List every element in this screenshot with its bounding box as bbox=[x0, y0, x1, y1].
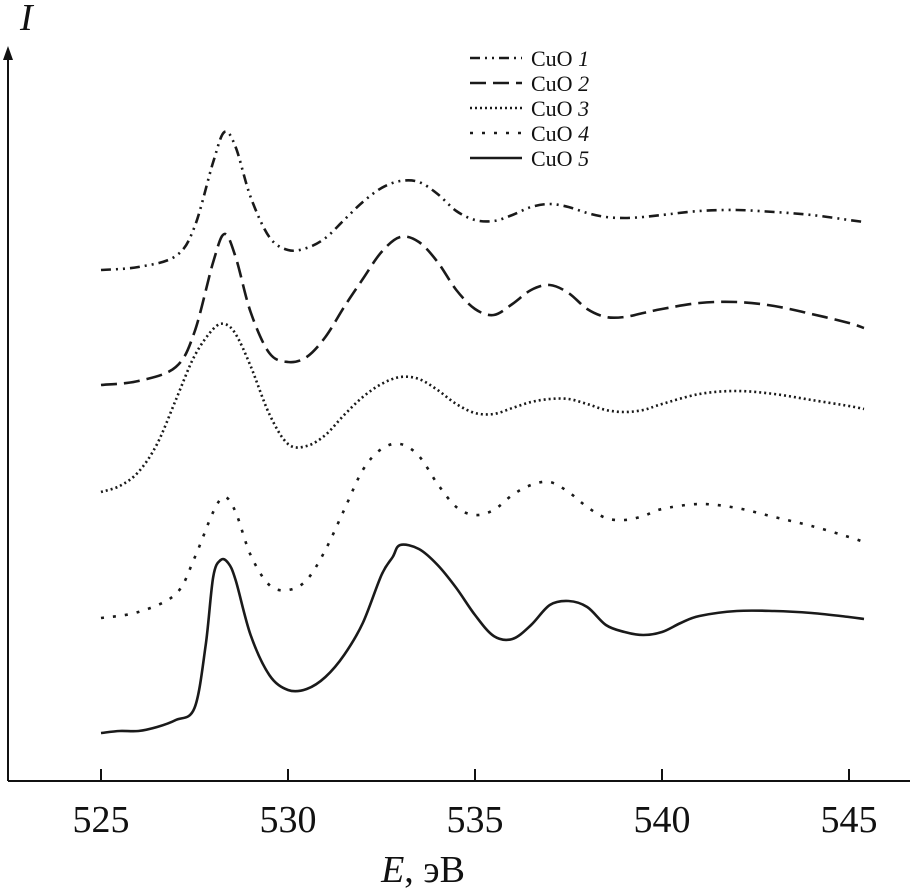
series-line-cuo-4 bbox=[100, 442, 865, 620]
x-axis-label: E, эВ bbox=[380, 849, 465, 891]
y-axis-label: I bbox=[19, 0, 35, 39]
series-lines bbox=[100, 130, 865, 735]
series-line-cuo-2 bbox=[100, 232, 865, 387]
x-tick-label: 535 bbox=[447, 799, 504, 841]
x-ticks: 525 530 535 540 545 bbox=[73, 769, 878, 841]
series-line-cuo-5 bbox=[100, 543, 865, 735]
y-axis-arrow-icon bbox=[3, 46, 13, 60]
legend-label-cuo-2: CuO 2 bbox=[531, 71, 589, 96]
x-tick-label: 525 bbox=[73, 799, 130, 841]
legend-label-cuo-3: CuO 3 bbox=[531, 96, 589, 121]
legend-label-cuo-4: CuO 4 bbox=[531, 121, 589, 146]
legend-label-cuo-1: CuO 1 bbox=[531, 46, 589, 71]
x-tick-label: 540 bbox=[634, 799, 691, 841]
x-tick-label: 545 bbox=[821, 799, 878, 841]
series-line-cuo-3 bbox=[100, 322, 865, 494]
x-tick-label: 530 bbox=[260, 799, 317, 841]
axes: I E, эВ bbox=[3, 0, 910, 891]
legend-label-cuo-5: CuO 5 bbox=[531, 146, 589, 171]
series-line-cuo-1 bbox=[100, 130, 865, 272]
